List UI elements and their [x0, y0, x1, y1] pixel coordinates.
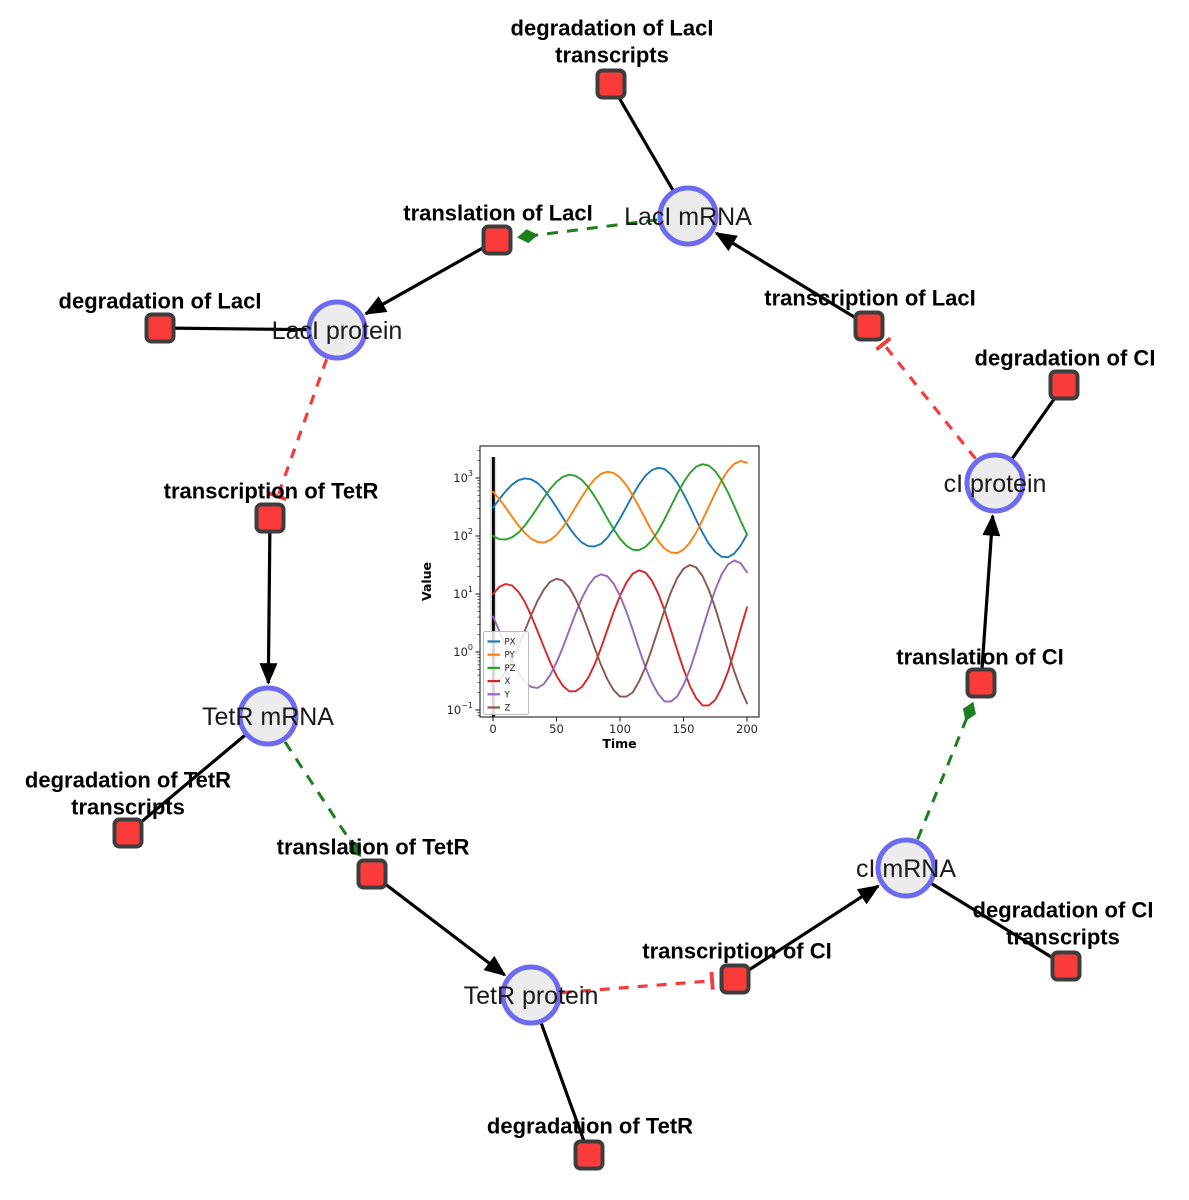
series-line-PZ — [492, 463, 748, 552]
reaction-node-transcr_ci — [719, 963, 751, 995]
reaction-label-deg_tetr_tx-line2: transcripts — [71, 795, 185, 820]
y-axis-tick-label: 101 — [453, 585, 473, 601]
edge-production-transcr_laci-to-laci_mrna — [714, 231, 870, 328]
reaction-label-transl_laci: translation of LacI — [403, 201, 592, 226]
edge-production-transl_laci-to-laci_protein — [364, 238, 498, 316]
species-node-ci_mrna — [875, 837, 937, 899]
edge-production-transl_ci-to-ci_protein — [979, 514, 1001, 684]
y-axis-label: Value — [419, 562, 434, 601]
plot-area — [490, 457, 748, 717]
series-line-Z — [492, 564, 748, 705]
edge-inhibition-laci_protein-to-transcr_tetr — [268, 358, 329, 502]
legend: PX PY PZ XYZ — [483, 631, 529, 715]
y-axis-tick-label: 10−1 — [447, 701, 473, 717]
reaction-label-deg_ci_tx: degradation of CI — [973, 898, 1154, 923]
species-node-tetr_protein — [500, 964, 562, 1026]
reaction-label-deg_tetr: degradation of TetR — [487, 1114, 693, 1139]
reaction-label-transcr_ci: transcription of CI — [642, 939, 831, 964]
reaction-label-transl_ci: translation of CI — [896, 645, 1063, 670]
y-axis-tick-label: 103 — [453, 469, 473, 485]
reaction-node-deg_tetr — [573, 1139, 605, 1171]
species-label-ci_mrna: cI mRNA — [856, 855, 956, 883]
legend-label-PY: PY — [505, 651, 516, 661]
legend-label-Y: Y — [504, 690, 511, 700]
series-line-PX — [492, 466, 748, 559]
plot-frame — [479, 445, 760, 718]
reaction-node-transl_tetr — [356, 858, 388, 890]
edge-consumption-ci_mrna-to-deg_ci_tx — [905, 866, 1067, 968]
y-axis-tick-label: 102 — [453, 527, 473, 543]
x-axis-tick-label: 0 — [489, 722, 496, 736]
legend-label-X: X — [505, 677, 511, 687]
edge-modifier-tetr_mrna-to-transl_tetr — [283, 741, 362, 858]
reaction-node-deg_tetr_tx — [112, 817, 144, 849]
reaction-label-transcr_laci: transcription of LacI — [764, 286, 975, 311]
series-line-PY — [492, 460, 748, 554]
reaction-node-deg_ci_tx — [1050, 950, 1082, 982]
reaction-node-deg_laci_tx — [595, 68, 627, 100]
reaction-node-deg_laci — [144, 312, 176, 344]
reaction-node-transcr_laci — [853, 310, 885, 342]
legend-label-Z: Z — [505, 703, 511, 713]
reaction-label-deg_ci: degradation of CI — [975, 346, 1156, 371]
label-layer: LacI mRNA LacI protein TetR mRNA TetR prote… — [25, 16, 1156, 1139]
reaction-label-transl_tetr: translation of TetR — [277, 835, 470, 860]
edge-inhibition-ci_protein-to-transcr_laci — [875, 336, 977, 460]
x-axis-tick-label: 50 — [549, 722, 564, 736]
edge-production-transl_tetr-to-tetr_protein — [371, 872, 507, 977]
legend-label-PZ: PZ — [505, 664, 516, 674]
species-node-layer — [237, 185, 1026, 1026]
species-label-laci_mrna: LacI mRNA — [624, 203, 752, 231]
species-node-laci_protein — [306, 299, 368, 361]
reaction-label-deg_ci_tx-line2: transcripts — [1006, 925, 1120, 950]
series-line-Y — [492, 559, 748, 703]
species-node-laci_mrna — [657, 185, 719, 247]
y-axis-tick-label: 100 — [453, 643, 473, 659]
x-axis-tick-label: 150 — [673, 722, 695, 736]
x-axis-tick-label: 100 — [609, 722, 631, 736]
species-node-ci_protein — [964, 452, 1026, 514]
reaction-label-deg_laci_tx-line2: transcripts — [555, 43, 669, 68]
species-label-tetr_protein: TetR protein — [464, 982, 599, 1010]
reaction-label-deg_laci: degradation of LacI — [59, 289, 262, 314]
edge-modifier-ci_mrna-to-transl_ci — [916, 701, 976, 840]
x-axis-label: Time — [602, 736, 636, 751]
reaction-node-deg_ci — [1048, 369, 1080, 401]
species-label-ci_protein: cI protein — [944, 470, 1047, 498]
reaction-label-transcr_tetr: transcription of TetR — [164, 479, 379, 504]
reaction-label-deg_tetr_tx: degradation of TetR — [25, 768, 231, 793]
edge-modifier-laci_mrna-to-transl_laci — [517, 218, 658, 244]
x-axis-tick-label: 200 — [736, 722, 758, 736]
edge-inhibition-tetr_protein-to-transcr_ci — [561, 971, 715, 995]
reaction-node-layer — [112, 68, 1082, 1171]
reaction-node-transl_laci — [481, 224, 513, 256]
reaction-node-transl_ci — [965, 667, 997, 699]
reaction-label-deg_laci_tx: degradation of LacI — [511, 16, 714, 41]
species-node-tetr_mrna — [237, 685, 299, 747]
edge-production-transcr_ci-to-ci_mrna — [734, 884, 880, 981]
species-label-laci_protein: LacI protein — [272, 317, 403, 345]
species-label-tetr_mrna: TetR mRNA — [202, 703, 334, 731]
legend-label-PX: PX — [505, 637, 516, 647]
reaction-node-transcr_tetr — [254, 502, 286, 534]
edge-production-transcr_tetr-to-tetr_mrna — [259, 517, 278, 685]
